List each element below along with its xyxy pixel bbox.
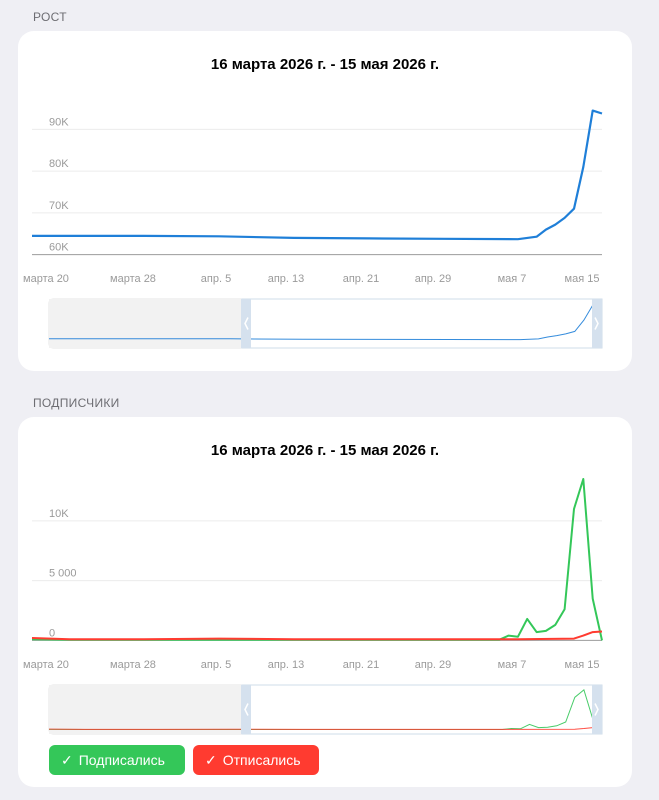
chevron-left-icon <box>244 703 249 716</box>
chevron-left-icon <box>244 317 249 330</box>
navigator-series-line <box>49 304 603 341</box>
navigator-left-handle[interactable] <box>241 299 251 348</box>
x-tick-label: марта 20 <box>23 273 69 285</box>
x-tick-label: мая 15 <box>565 659 600 671</box>
chevron-right-icon <box>594 317 599 330</box>
x-tick-label: апр. 29 <box>415 273 452 285</box>
x-tick-label: апр. 13 <box>268 273 305 285</box>
x-tick-label: апр. 5 <box>201 659 231 671</box>
navigator-series-line <box>48 726 603 730</box>
x-tick-label: марта 20 <box>23 659 69 671</box>
check-icon: ✓ <box>205 752 217 768</box>
y-tick-label: 60K <box>49 242 69 254</box>
y-tick-label: 5 000 <box>49 568 77 580</box>
growth-card: 16 марта 2026 г. - 15 мая 2026 г. 60K 70K… <box>18 31 632 371</box>
y-tick-label: 90K <box>49 116 69 128</box>
subscribers-card: 16 марта 2026 г. - 15 мая 2026 г. 0 5 000… <box>18 417 632 787</box>
legend-joined-label: Подписались <box>78 752 165 768</box>
growth-chart[interactable]: 60K 70K 80K 90K марта 20 марта 28 апр. 5 апр. 1… <box>18 31 632 371</box>
check-icon: ✓ <box>61 752 73 768</box>
navigator-right-handle[interactable] <box>592 685 602 734</box>
growth-chart-title: 16 марта 2026 г. - 15 мая 2026 г. <box>210 56 440 73</box>
chevron-right-icon <box>594 703 599 716</box>
navigator-left-handle[interactable] <box>241 685 251 734</box>
x-tick-label: апр. 21 <box>343 659 380 671</box>
y-tick-label: 70K <box>49 200 69 212</box>
navigator-right-handle[interactable] <box>592 299 602 348</box>
series-line-Отписались <box>31 630 603 641</box>
x-tick-label: апр. 21 <box>343 273 380 285</box>
y-tick-label: 80K <box>49 158 69 170</box>
navigator-shaded-range <box>49 685 242 734</box>
x-tick-label: мая 7 <box>498 273 527 285</box>
series-line-series-0 <box>32 109 603 241</box>
navigator-shaded-range <box>49 299 242 348</box>
legend-left-button[interactable]: ✓ Отписались <box>193 745 319 775</box>
y-tick-label: 10K <box>49 508 69 520</box>
x-tick-label: мая 7 <box>498 659 527 671</box>
x-tick-label: марта 28 <box>110 273 156 285</box>
subscribers-chart[interactable]: 0 5 000 10K марта 20 марта 28 апр. 5 апр. 13 ап… <box>18 417 632 737</box>
x-tick-label: апр. 5 <box>201 273 231 285</box>
x-tick-label: апр. 13 <box>268 659 305 671</box>
x-tick-label: мая 15 <box>565 273 600 285</box>
subscribers-section-label: ПОДПИСЧИКИ <box>33 396 120 410</box>
legend-left-label: Отписались <box>222 752 301 768</box>
x-tick-label: марта 28 <box>110 659 156 671</box>
growth-section-label: РОСТ <box>33 10 67 24</box>
y-tick-label: 0 <box>49 627 55 639</box>
subscribers-chart-title: 16 марта 2026 г. - 15 мая 2026 г. <box>210 442 440 459</box>
x-tick-label: апр. 29 <box>415 659 452 671</box>
legend-joined-button[interactable]: ✓ Подписались <box>49 745 185 775</box>
series-line-Подписались <box>31 478 603 641</box>
